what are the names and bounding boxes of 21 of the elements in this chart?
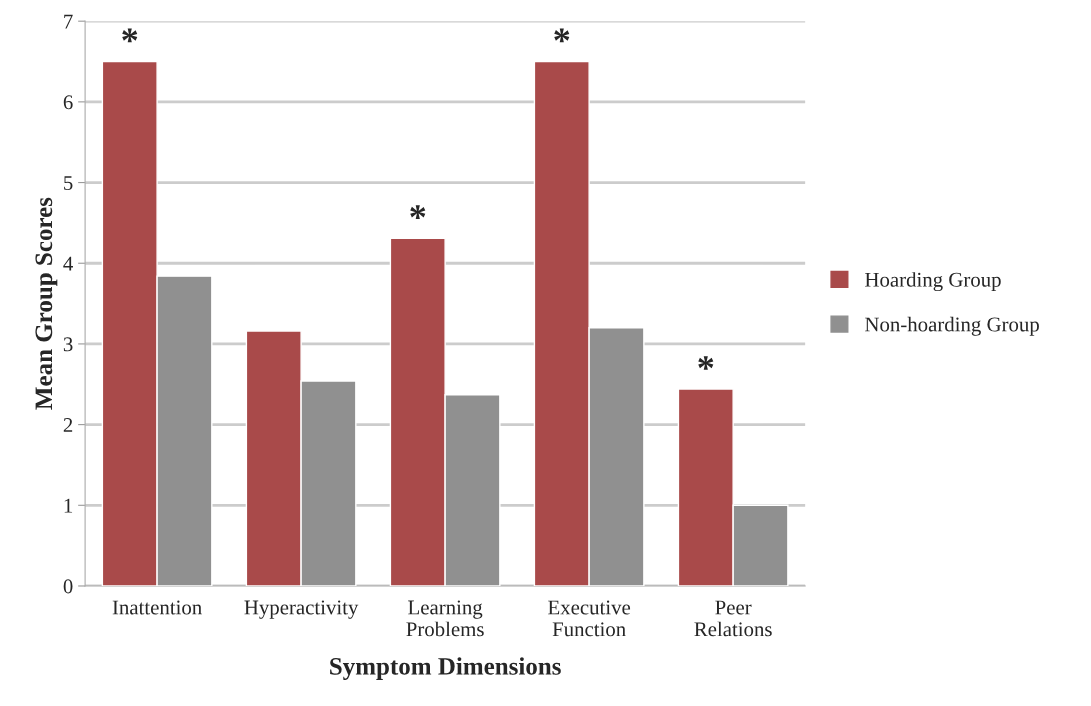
- annotation: *: [122, 28, 138, 43]
- y-tick-label: 7: [64, 14, 73, 29]
- x-axis-title: Symptom Dimensions: [330, 657, 561, 680]
- legend-label: Hoarding Group: [865, 272, 1001, 292]
- x-tick-label: Peer Relations: [694, 600, 772, 637]
- y-tick-label: 6: [63, 95, 73, 110]
- annotation: *: [410, 205, 426, 219]
- annotation: *: [554, 28, 570, 43]
- y-tick-label: 0: [63, 579, 73, 594]
- annotation: *: [698, 356, 714, 370]
- x-tick-label: Executive Function: [548, 600, 631, 637]
- y-tick-label: 4: [63, 256, 73, 271]
- x-tick-label: Learning Problems: [406, 600, 484, 637]
- y-tick-label: 5: [64, 176, 73, 190]
- x-tick-label: Hyperactivity: [244, 600, 359, 619]
- y-tick-label: 2: [63, 418, 73, 432]
- y-axis-title: Mean Group Scores: [35, 197, 58, 410]
- y-tick-label: 1: [64, 498, 73, 513]
- y-tick-label: 3: [63, 337, 73, 352]
- x-tick-label: Inattention: [112, 600, 202, 615]
- legend-label: Non-hoarding Group: [865, 316, 1039, 336]
